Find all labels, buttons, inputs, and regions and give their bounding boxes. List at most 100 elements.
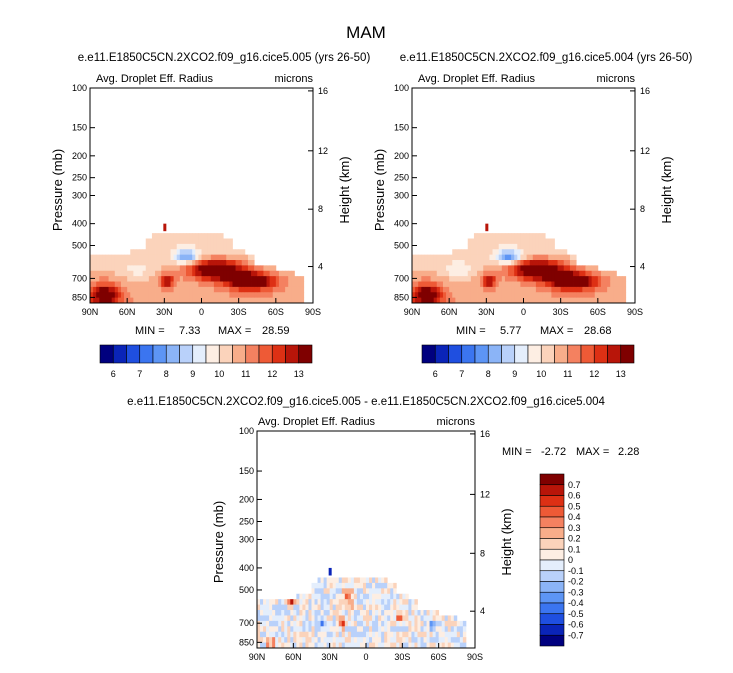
heatmap-cell <box>335 593 340 600</box>
heatmap-cell <box>257 604 261 611</box>
heatmap-cell <box>338 626 343 633</box>
heatmap-cell <box>417 610 421 616</box>
heatmap-cell <box>167 292 171 299</box>
heatmap-cell <box>415 292 419 299</box>
colorbar-swatch <box>271 344 286 364</box>
heatmap-cell <box>470 286 475 293</box>
colorbar-swatch <box>179 344 194 364</box>
heatmap-cell <box>566 292 571 299</box>
heatmap-cell <box>473 270 478 277</box>
heatmap-cell <box>120 265 125 272</box>
heatmap-cell <box>369 626 373 633</box>
heatmap-cell <box>520 281 524 288</box>
heatmap-cell <box>362 620 367 627</box>
heatmap-cell <box>326 620 331 627</box>
heatmap-cell <box>619 276 624 282</box>
heatmap-cell <box>341 599 346 605</box>
heatmap-cell <box>449 260 453 266</box>
heatmap-cell <box>305 626 309 633</box>
heatmap-cell <box>247 276 252 282</box>
heatmap-cell <box>492 254 497 261</box>
heatmap-cell <box>323 615 328 622</box>
heatmap-cell <box>192 265 196 272</box>
heatmap-cell <box>520 286 524 293</box>
colorbar-label: 0 <box>568 555 573 565</box>
colorbar-swatch <box>580 344 595 364</box>
heatmap-cell <box>284 620 288 627</box>
heatmap-cell <box>257 276 261 282</box>
heatmap-cell <box>192 281 196 288</box>
heatmap-cell <box>548 238 552 245</box>
colorbar-label: 6 <box>433 369 438 379</box>
heatmap-cell <box>260 631 264 638</box>
heatmap-cell <box>317 615 321 622</box>
heatmap-cell <box>207 238 212 245</box>
heatmap-cell <box>545 281 549 288</box>
heatmap-cell <box>569 286 574 293</box>
heatmap-cell <box>266 610 270 616</box>
heatmap-cell <box>378 582 382 589</box>
heatmap-cell <box>501 297 506 304</box>
heatmap-cell <box>462 631 467 638</box>
heatmap-cell <box>501 292 506 299</box>
colorbar-swatch <box>501 344 516 364</box>
heatmap-cell <box>145 243 150 250</box>
heatmap-cell <box>384 610 388 616</box>
heatmap-cell <box>426 626 430 633</box>
heatmap-cell <box>294 281 298 288</box>
heatmap-cell <box>210 233 215 239</box>
x-tick-label: 90S <box>627 307 643 317</box>
heatmap-cell <box>238 281 243 288</box>
heatmap-cell <box>278 642 282 649</box>
panel-left-max-label: MAX = <box>218 325 251 337</box>
heatmap-cell <box>480 243 484 250</box>
heatmap-cell <box>396 593 400 600</box>
heatmap-cell <box>545 243 549 250</box>
heatmap-cell <box>260 297 264 304</box>
heatmap-cell <box>170 238 175 245</box>
heatmap-cell <box>495 286 500 293</box>
heatmap-cell <box>323 577 328 584</box>
heatmap-cell <box>229 249 233 256</box>
heatmap-cell <box>359 577 364 584</box>
heatmap-cell <box>402 610 406 616</box>
heatmap-cell <box>393 599 397 605</box>
heatmap-cell <box>176 260 181 266</box>
heatmap-cell <box>338 615 343 622</box>
heatmap-cell <box>473 286 478 293</box>
heatmap-cell <box>405 610 409 616</box>
heatmap-cell <box>529 243 534 250</box>
y-tick-label: 300 <box>72 191 87 201</box>
heatmap-cell <box>139 297 144 304</box>
heatmap-cell <box>167 270 171 277</box>
heatmap-cell <box>424 265 428 272</box>
heatmap-cell <box>551 238 555 245</box>
heatmap-cell <box>260 615 264 622</box>
heatmap-cell <box>381 637 385 643</box>
heatmap-cell <box>278 610 282 616</box>
heatmap-cell <box>130 249 134 256</box>
heatmap-cell <box>504 276 509 282</box>
heatmap-cell <box>195 276 199 282</box>
heatmap-cell <box>232 286 236 293</box>
heatmap-cell <box>442 292 447 299</box>
heatmap-cell <box>158 276 162 282</box>
heatmap-cell <box>164 233 168 239</box>
heatmap-cell <box>210 281 215 288</box>
panel-right-max-value: 28.68 <box>584 325 612 337</box>
heatmap-cell <box>263 642 267 649</box>
heatmap-cell <box>96 281 100 288</box>
heatmap-cell <box>182 238 187 245</box>
heatmap-cell <box>464 286 469 293</box>
heatmap-cell <box>396 604 400 611</box>
heatmap-cell <box>387 582 391 589</box>
heatmap-cell <box>296 599 300 605</box>
heatmap-cell <box>308 593 312 600</box>
heatmap-cell <box>326 599 331 605</box>
heatmap-cell <box>421 260 425 266</box>
heatmap-cell <box>341 582 346 589</box>
heatmap-cell <box>532 254 537 261</box>
heatmap-cell <box>455 297 459 304</box>
heatmap-cell <box>461 249 466 256</box>
heatmap-cell <box>532 249 537 256</box>
